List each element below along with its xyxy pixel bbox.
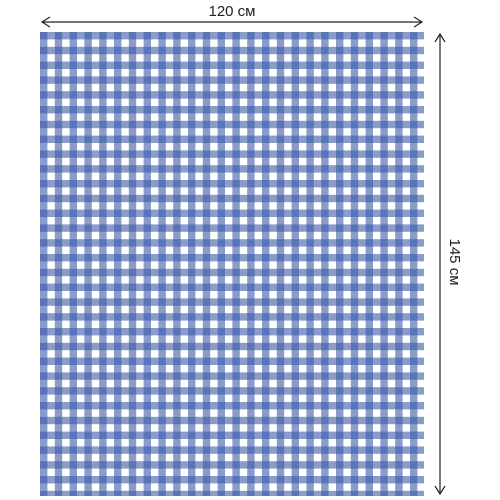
height-arrow xyxy=(434,32,446,496)
width-label: 120 см xyxy=(208,3,255,20)
tablecloth xyxy=(40,32,424,496)
height-label: 145 см xyxy=(446,238,463,285)
width-arrow xyxy=(40,16,424,28)
